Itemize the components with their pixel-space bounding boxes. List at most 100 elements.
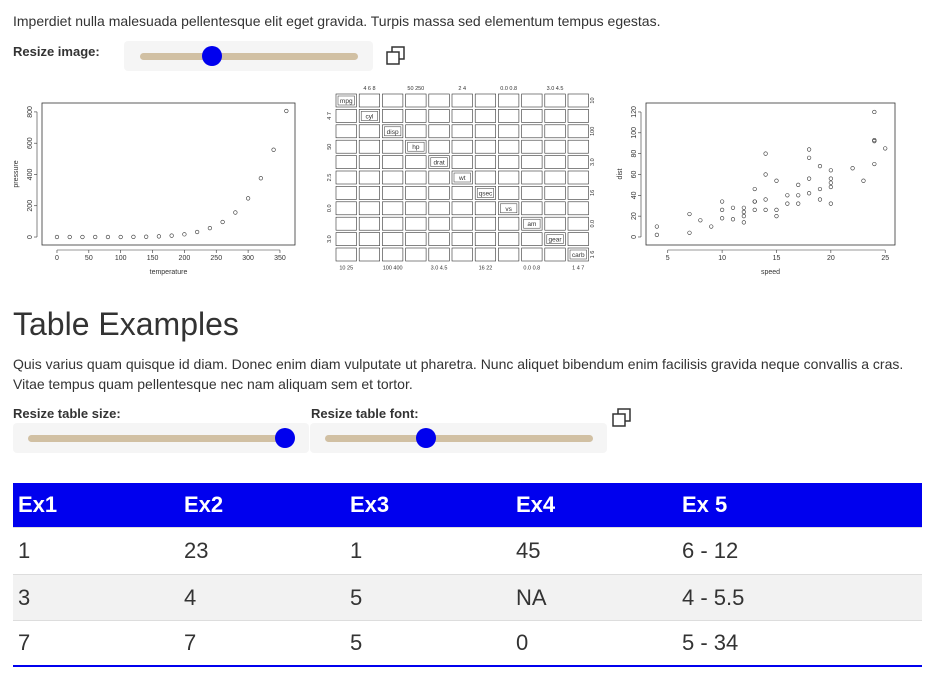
table-cell: 5 - 34 <box>682 630 739 655</box>
x-tick-label: 100 <box>115 255 127 262</box>
pairs-panel <box>498 93 520 108</box>
copy-icon[interactable] <box>612 408 632 428</box>
point <box>817 186 823 192</box>
pairs-panel <box>498 155 520 169</box>
table-size-slider[interactable] <box>13 423 309 453</box>
pairs-panel <box>358 124 381 139</box>
y-tick-label: 0 <box>631 235 638 239</box>
point <box>730 205 736 210</box>
pairs-panel <box>544 186 566 200</box>
pairs-panel <box>428 109 450 123</box>
point <box>54 234 60 240</box>
point <box>741 209 746 215</box>
point <box>807 147 812 152</box>
point <box>752 207 757 212</box>
pairs-panel <box>474 201 497 216</box>
slider-track <box>28 435 290 442</box>
point <box>741 220 746 225</box>
pairs-panel <box>358 93 381 108</box>
pairs-panel <box>544 93 566 108</box>
pairs-panel <box>428 216 450 231</box>
pairs-variable: am <box>527 221 536 228</box>
pairs-panel <box>405 93 427 108</box>
pairs-panel <box>382 109 404 123</box>
point <box>741 205 746 210</box>
pairs-tick-label: 1 4 7 <box>572 265 584 271</box>
header-cell: Ex3 <box>350 492 390 517</box>
pairs-panel <box>358 232 381 246</box>
point <box>796 201 801 206</box>
point <box>67 234 72 240</box>
slider-label: Resize image: <box>13 44 100 59</box>
point <box>774 178 779 183</box>
slider-thumb[interactable] <box>275 428 295 448</box>
pairs-panel <box>451 170 473 185</box>
pairs-panel <box>335 186 357 200</box>
pairs-variable: disp <box>387 129 399 136</box>
pairs-panel <box>405 232 427 246</box>
pairs-panel <box>567 216 589 231</box>
point <box>156 234 162 239</box>
pairs-panel <box>451 186 473 200</box>
pairs-panel <box>335 170 357 185</box>
pairs-tick-label: 3.0 <box>590 158 596 166</box>
pairs-panel <box>521 201 543 216</box>
table-font-slider[interactable] <box>310 423 607 453</box>
pairs-panel <box>405 139 427 154</box>
x-tick-label: 20 <box>827 255 835 262</box>
pairs-panel <box>335 139 357 154</box>
point <box>785 193 790 198</box>
point <box>883 146 888 151</box>
pairs-panel <box>382 201 404 216</box>
pairs-panel <box>544 109 566 123</box>
pairs-tick-label: 100 <box>590 127 596 136</box>
pairs-panel <box>498 247 520 262</box>
pairs-panel <box>335 247 357 262</box>
pairs-panel <box>498 170 520 185</box>
point <box>861 178 866 183</box>
pairs-tick-label: 16 <box>590 190 596 196</box>
pairs-panel <box>335 109 357 123</box>
table-cell: 7 <box>18 630 31 655</box>
pairs-variable: vs <box>505 206 512 213</box>
point <box>720 199 725 204</box>
pairs-panel <box>428 232 450 246</box>
slider-thumb[interactable] <box>202 46 222 66</box>
x-tick-label: 5 <box>666 255 670 262</box>
point <box>763 172 768 177</box>
y-tick-label: 800 <box>27 106 34 118</box>
point <box>220 219 225 225</box>
pairs-panel <box>335 201 357 216</box>
slider-thumb[interactable] <box>416 428 436 448</box>
copy-icon[interactable] <box>386 46 406 66</box>
pairs-panel <box>567 170 589 185</box>
slider-track <box>325 435 593 442</box>
pairs-panel <box>544 155 566 169</box>
pairs-panel <box>498 232 520 246</box>
header-cell: Ex1 <box>18 492 58 517</box>
x-tick-label: 250 <box>210 255 222 262</box>
paragraph: Quis varius quam quisque id diam. Donec … <box>13 356 904 392</box>
pairs-panel <box>474 170 497 185</box>
pairs-label-box <box>430 157 448 167</box>
image-slider[interactable] <box>124 41 373 71</box>
pairs-panel <box>405 247 427 262</box>
pairs-panel <box>382 216 404 231</box>
pairs-panel <box>567 155 589 169</box>
point <box>796 182 801 187</box>
pairs-tick-label: 100 400 <box>383 265 403 271</box>
pairs-panel <box>474 139 497 154</box>
pairs-panel <box>498 201 520 216</box>
pairs-tick-label: 3.0 4.5 <box>431 265 448 271</box>
plot-frame <box>41 102 296 246</box>
pairs-panel <box>567 93 589 108</box>
point <box>763 197 768 202</box>
point <box>687 211 692 217</box>
point <box>144 234 149 239</box>
pairs-tick-label: 50 250 <box>407 86 424 92</box>
pairs-variable: gear <box>549 237 563 244</box>
point <box>774 207 779 212</box>
pairs-label-box <box>476 188 494 198</box>
pairs-panel <box>474 93 497 108</box>
pairs-panel <box>405 109 427 123</box>
